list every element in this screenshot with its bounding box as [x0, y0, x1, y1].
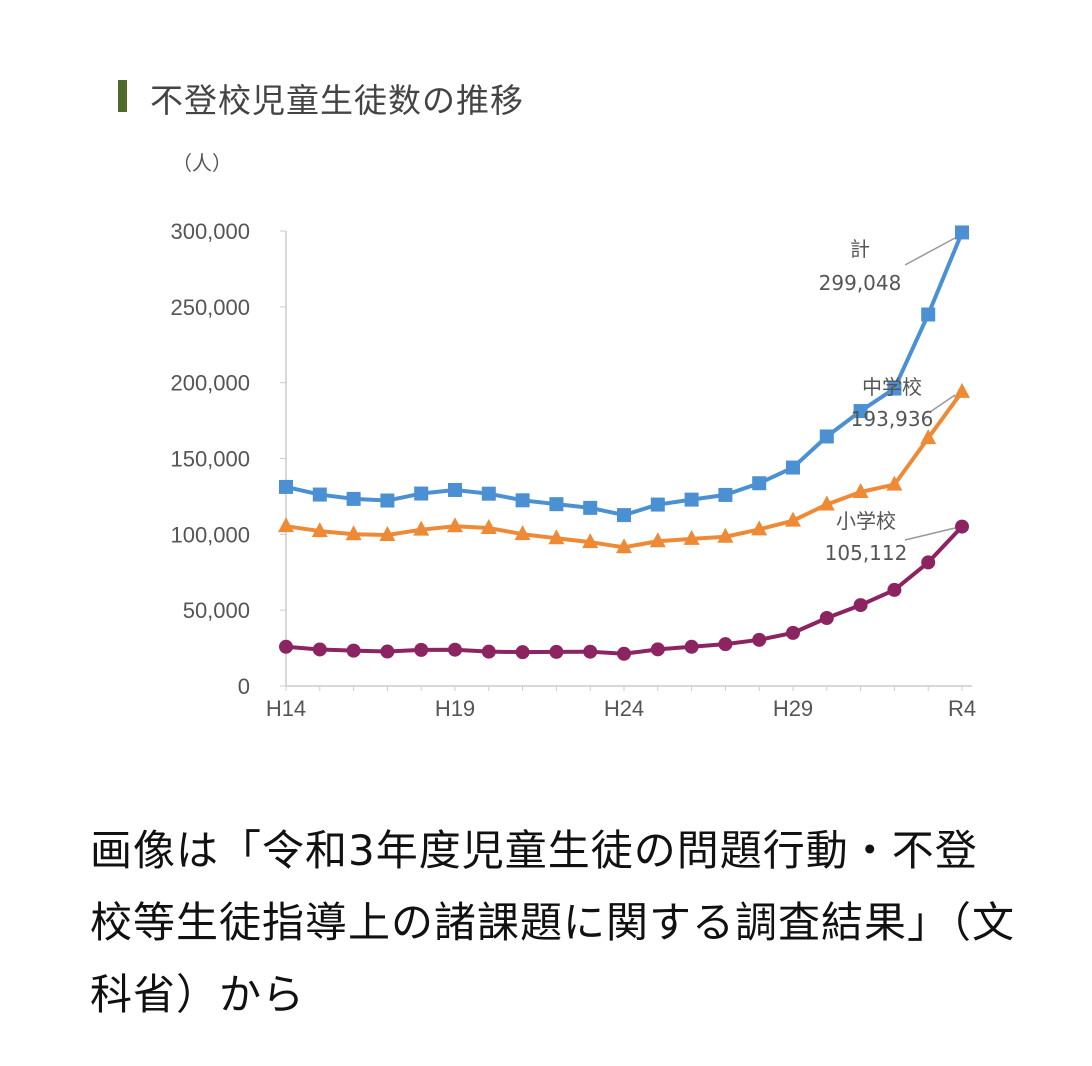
data-point-total [617, 508, 631, 523]
data-point-total [752, 476, 767, 491]
data-point-elementary [887, 582, 902, 597]
data-point-elementary [414, 642, 429, 657]
data-point-junior-high [616, 538, 632, 554]
data-point-total [515, 493, 530, 508]
series-end-value: 193,936 [851, 407, 934, 431]
data-point-elementary [650, 642, 665, 657]
x-tick-label: R4 [948, 696, 976, 721]
data-point-total [549, 497, 564, 512]
series-end-value: 299,048 [819, 271, 902, 295]
series-label: 計 [850, 237, 870, 261]
x-tick-label: H24 [604, 696, 644, 721]
data-point-elementary [853, 598, 868, 613]
annotation-leader-line [904, 237, 956, 266]
annotation-leader-line [904, 527, 956, 541]
data-point-total [819, 429, 834, 444]
annotation-leader-line [929, 394, 956, 413]
x-tick-label: H29 [773, 696, 813, 721]
data-point-junior-high [649, 532, 666, 548]
data-point-elementary [515, 645, 530, 660]
data-point-total [346, 491, 361, 506]
data-point-total [853, 404, 868, 419]
data-point-elementary [481, 644, 496, 659]
data-point-junior-high [548, 529, 565, 545]
data-point-elementary [617, 646, 631, 661]
y-tick-label: 100,000 [170, 522, 250, 547]
data-point-elementary [346, 643, 361, 658]
chart-title: 不登校児童生徒数の推移 [150, 81, 524, 120]
data-point-elementary [819, 610, 834, 625]
data-point-total [921, 307, 936, 322]
y-tick-label: 300,000 [170, 219, 250, 244]
data-point-total [786, 460, 800, 475]
y-tick-label: 250,000 [170, 295, 250, 320]
y-tick-label: 0 [238, 674, 250, 699]
data-point-elementary [312, 642, 327, 657]
x-tick-label: H14 [266, 696, 306, 721]
data-point-total [448, 482, 462, 497]
data-point-junior-high [582, 533, 599, 549]
y-tick-label: 200,000 [170, 371, 250, 396]
x-tick-label: H19 [435, 696, 475, 721]
data-point-total [650, 497, 665, 512]
data-point-elementary [684, 639, 699, 654]
data-point-junior-high [379, 525, 396, 541]
data-point-junior-high [751, 520, 768, 536]
series-label: 小学校 [836, 509, 896, 533]
data-point-elementary [752, 632, 767, 647]
data-point-junior-high [852, 482, 869, 498]
data-point-junior-high [413, 520, 430, 536]
data-point-total [955, 225, 969, 240]
data-point-junior-high [311, 522, 328, 538]
data-point-total [279, 479, 293, 494]
data-point-elementary [955, 519, 969, 534]
y-tick-label: 150,000 [170, 447, 250, 472]
data-point-total [718, 487, 733, 502]
data-point-elementary [279, 639, 293, 654]
data-point-elementary [380, 644, 395, 659]
data-point-junior-high [954, 382, 970, 398]
series-label: 中学校 [862, 375, 922, 399]
data-point-elementary [718, 637, 733, 652]
data-point-total [887, 381, 902, 396]
y-axis-unit: （人） [172, 151, 232, 175]
data-point-junior-high [683, 529, 700, 545]
data-point-elementary [786, 625, 800, 640]
data-point-total [312, 487, 327, 502]
data-point-junior-high [278, 517, 294, 533]
data-point-junior-high [920, 429, 937, 445]
y-tick-label: 50,000 [183, 598, 250, 623]
data-point-elementary [549, 644, 564, 659]
series-end-value: 105,112 [825, 541, 908, 565]
data-point-elementary [921, 555, 936, 570]
data-point-elementary [583, 644, 598, 659]
data-point-total [481, 486, 496, 501]
data-point-junior-high [447, 517, 463, 533]
title-accent-bar [118, 80, 127, 112]
data-point-total [684, 492, 699, 507]
data-point-total [583, 500, 598, 515]
data-point-junior-high [480, 519, 497, 535]
line-chart: （人） 0 50,000 100,000 150,000 200,000 250,000 30… [170, 151, 976, 721]
data-point-elementary [448, 642, 462, 657]
caption: 画像は「令和3年度児童生徒の問題行動・不登校等生徒指導上の諸課題に関する調査結果… [90, 826, 1016, 1019]
data-point-junior-high [717, 527, 734, 543]
data-point-junior-high [514, 525, 531, 541]
data-point-total [380, 493, 395, 508]
data-point-junior-high [785, 511, 801, 527]
data-point-junior-high [886, 475, 903, 491]
data-point-total [414, 486, 429, 501]
data-point-junior-high [818, 495, 835, 511]
data-point-junior-high [345, 525, 362, 541]
